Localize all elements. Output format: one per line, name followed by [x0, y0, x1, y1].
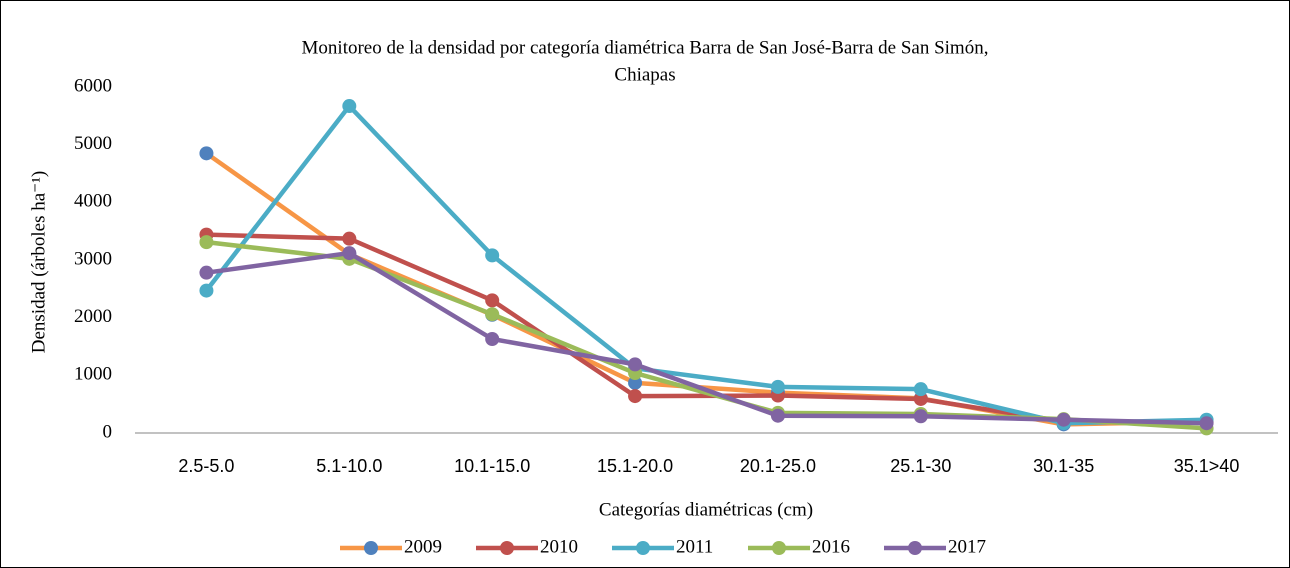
- point: [1056, 412, 1071, 427]
- x-tick-label: 25.1-30: [890, 456, 951, 476]
- point: [628, 375, 643, 390]
- x-tick-label: 2.5-5.0: [178, 456, 234, 476]
- y-tick-label: 0: [103, 421, 113, 442]
- legend-label: 2017: [948, 536, 986, 557]
- y-tick-label: 1000: [74, 364, 112, 385]
- x-axis-label: Categorías diamétricas (cm): [599, 499, 813, 520]
- legend-marker: [500, 541, 514, 555]
- chart-title: Monitoreo de la densidad por categoría d…: [302, 37, 989, 58]
- point: [199, 146, 214, 161]
- y-tick-label: 3000: [74, 248, 112, 269]
- legend-marker: [908, 541, 922, 555]
- legend-label: 2009: [404, 536, 442, 557]
- point: [485, 293, 500, 308]
- point: [485, 248, 500, 263]
- point: [770, 379, 785, 394]
- y-tick-label: 2000: [74, 306, 112, 327]
- point: [913, 391, 928, 406]
- legend-label: 2010: [540, 536, 578, 557]
- point: [342, 99, 357, 114]
- x-tick-label: 5.1-10.0: [316, 456, 382, 476]
- point: [485, 307, 500, 322]
- x-tick-label: 15.1-20.0: [597, 456, 673, 476]
- point: [628, 389, 643, 404]
- point: [342, 246, 357, 261]
- x-tick-label: 20.1-25.0: [740, 456, 816, 476]
- legend-label: 2011: [676, 536, 713, 557]
- point: [199, 265, 214, 280]
- legend-marker: [636, 541, 650, 555]
- point: [342, 231, 357, 246]
- series-line: [206, 250, 1207, 426]
- chart-title: Chiapas: [614, 64, 675, 85]
- x-tick-label: 35.1>40: [1174, 456, 1240, 476]
- point: [485, 332, 500, 347]
- point: [199, 283, 214, 298]
- y-tick-label: 6000: [74, 75, 112, 96]
- x-tick-label: 10.1-15.0: [454, 456, 530, 476]
- point: [1199, 416, 1214, 431]
- y-tick-label: 5000: [74, 133, 112, 154]
- legend-label: 2016: [812, 536, 850, 557]
- x-tick-label: 30.1-35: [1033, 456, 1094, 476]
- legend-marker: [364, 541, 378, 555]
- y-axis-label: Densidad (árboles ha⁻¹): [28, 171, 49, 353]
- point: [913, 382, 928, 397]
- point: [628, 357, 643, 372]
- point: [199, 235, 214, 250]
- y-tick-label: 4000: [74, 191, 112, 212]
- point: [770, 408, 785, 423]
- legend-marker: [772, 541, 786, 555]
- point: [913, 409, 928, 424]
